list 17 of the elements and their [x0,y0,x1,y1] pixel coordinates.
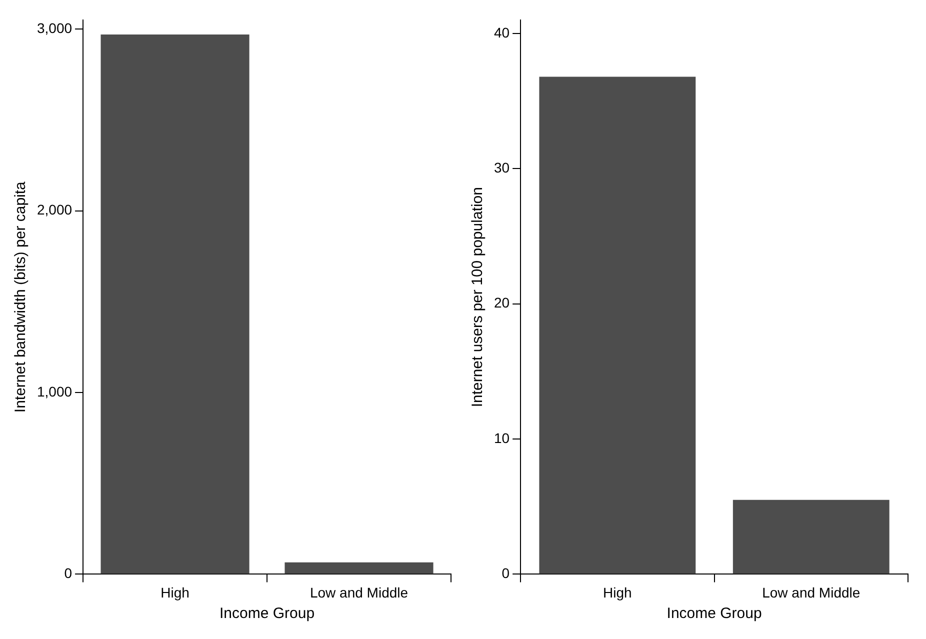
x-tick-label: High [603,584,632,600]
y-tick-label: 3,000 [36,20,72,36]
y-tick-label: 1,000 [36,383,72,400]
y-axis-title: Internet users per 100 population [469,187,486,408]
y-tick-label: 40 [494,24,510,40]
y-tick-label: 10 [494,430,510,446]
y-tick-label: 20 [494,294,510,311]
x-axis-title: Income Group [666,605,762,622]
x-tick-label: Low and Middle [310,584,408,600]
y-axis-title: Internet bandwidth (bits) per capita [12,180,30,413]
y-tick-label: 0 [502,565,510,582]
y-tick-label: 2,000 [36,202,72,218]
y-tick-label: 30 [494,160,510,176]
x-tick-label: High [160,584,190,600]
x-tick-label: Low and Middle [762,584,860,600]
y-tick-label: 0 [64,565,72,582]
x-axis-title: Income Group [219,605,315,622]
